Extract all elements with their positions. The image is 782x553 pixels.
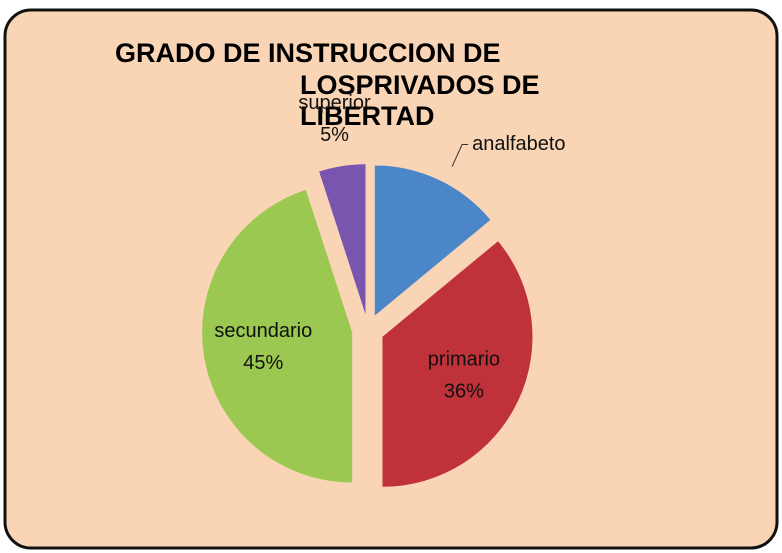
pie-slice xyxy=(319,164,366,315)
slice-label: secundario xyxy=(214,320,312,342)
slice-label: superior xyxy=(298,92,371,114)
slice-value-label: 36% xyxy=(444,380,484,402)
pie-slice xyxy=(382,241,533,487)
leader-line xyxy=(451,144,469,167)
chart-title: LOSPRIVADOS DE xyxy=(300,70,540,100)
slice-label: primario xyxy=(428,348,500,370)
slice-value-label: 45% xyxy=(243,352,283,374)
pie-slice xyxy=(202,189,353,483)
slice-label: analfabeto xyxy=(472,133,565,155)
pie-slice xyxy=(374,165,491,316)
chart-title: LIBERTAD xyxy=(300,101,435,131)
slice-value-label: 5% xyxy=(320,124,349,146)
chart-title: GRADO DE INSTRUCCION DE xyxy=(115,38,501,68)
